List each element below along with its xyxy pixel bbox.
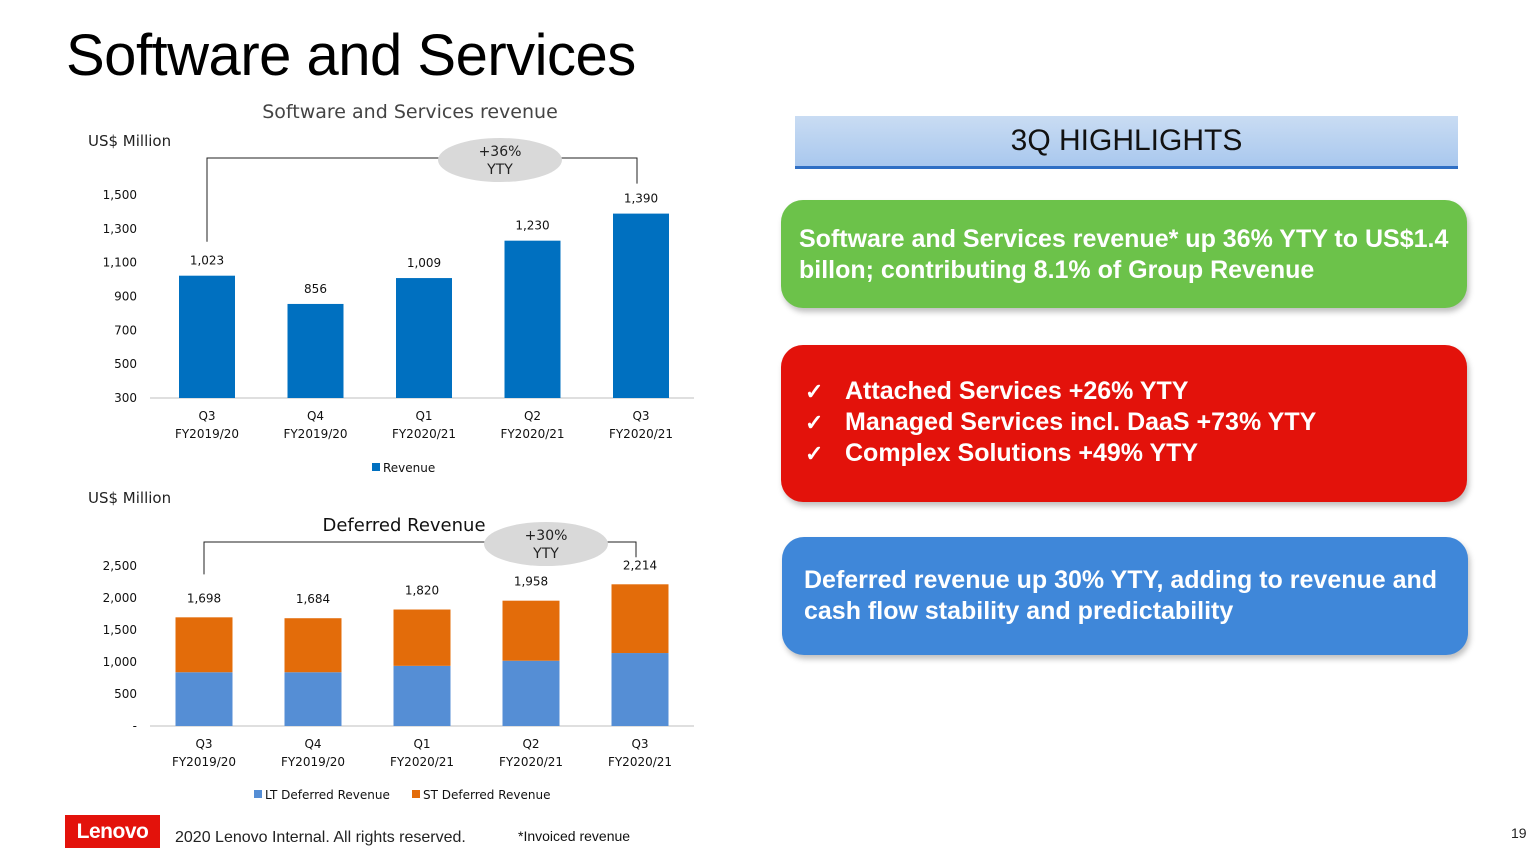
x-tick-label: Q3 [195, 737, 212, 751]
yty-bracket [206, 157, 638, 242]
y-tick-label: 1,500 [103, 188, 137, 202]
y-tick-label: 700 [114, 323, 137, 337]
legend-swatch [372, 463, 380, 471]
chart-title: Deferred Revenue [322, 515, 485, 536]
x-tick-label: Q4 [307, 409, 324, 423]
y-axis-label: US$ Million [88, 132, 171, 150]
services-list-item: ✓ Managed Services incl. DaaS +73% YTY [805, 407, 1443, 438]
page-title: Software and Services [66, 23, 636, 88]
y-tick-label: 1,000 [103, 655, 137, 669]
bar [175, 672, 233, 726]
checkmark-icon: ✓ [805, 379, 824, 404]
data-label: 2,214 [623, 558, 657, 572]
x-tick-label: FY2019/20 [283, 427, 347, 441]
yty-oval [484, 522, 608, 566]
legend-swatch [254, 790, 262, 798]
yty-percent: +36% [479, 144, 522, 160]
bar [287, 303, 344, 398]
x-tick-label: Q2 [522, 737, 539, 751]
bar [611, 653, 669, 726]
highlight-revenue-card: Software and Services revenue* up 36% YT… [781, 200, 1467, 308]
data-label: 1,820 [405, 584, 439, 598]
highlight-services-card: ✓ Attached Services +26% YTY ✓ Managed S… [781, 345, 1467, 502]
y-axis-label: US$ Million [88, 489, 171, 507]
yty-oval [438, 138, 562, 182]
x-tick-label: FY2020/21 [609, 427, 673, 441]
revenue-chart: Software and Services revenue US$ Million… [88, 101, 694, 475]
yty-bracket [203, 541, 637, 575]
x-tick-label: Q2 [524, 409, 541, 423]
bar [284, 618, 342, 673]
services-item-label: Attached Services +26% YTY [845, 377, 1189, 405]
lenovo-logo: Lenovo [65, 815, 160, 848]
x-tick-label: Q3 [631, 737, 648, 751]
y-tick-label: 1,500 [103, 623, 137, 637]
services-list-item: ✓ Attached Services +26% YTY [805, 376, 1443, 407]
bar [393, 665, 451, 726]
x-tick-label: FY2019/20 [175, 427, 239, 441]
bar [175, 617, 233, 673]
highlights-header: 3Q HIGHLIGHTS [795, 116, 1458, 169]
services-item-label: Managed Services incl. DaaS +73% YTY [845, 408, 1317, 436]
x-tick-label: FY2019/20 [172, 755, 236, 769]
data-label: 1,023 [190, 254, 224, 268]
y-tick-label: 900 [114, 290, 137, 304]
services-item-label: Complex Solutions +49% YTY [845, 439, 1199, 467]
bar [284, 672, 342, 726]
x-tick-label: FY2020/21 [392, 427, 456, 441]
legend-label: ST Deferred Revenue [423, 788, 550, 802]
yty-percent: +30% [525, 528, 568, 544]
footer-note: *Invoiced revenue [518, 828, 631, 844]
checkmark-icon: ✓ [805, 441, 824, 466]
yty-label: YTY [486, 162, 513, 178]
yty-label: YTY [532, 546, 559, 562]
y-tick-label: 1,300 [103, 222, 137, 236]
data-label: 1,390 [624, 192, 658, 206]
checkmark-icon: ✓ [805, 410, 824, 435]
bar [502, 600, 560, 661]
x-tick-label: Q1 [415, 409, 432, 423]
bar [504, 240, 561, 398]
y-tick-label: 2,000 [103, 591, 137, 605]
y-tick-label: 500 [114, 687, 137, 701]
highlight-deferred-text: Deferred revenue up 30% YTY, adding to r… [804, 566, 1438, 625]
deferred-revenue-chart: Deferred Revenue US$ Million 2,500 2,000 1,5… [88, 489, 694, 802]
legend-label: Revenue [383, 461, 435, 475]
bar [179, 275, 235, 398]
data-label: 1,684 [296, 592, 330, 606]
bar [611, 584, 669, 654]
x-tick-label: FY2020/21 [500, 427, 564, 441]
x-tick-label: Q3 [632, 409, 649, 423]
footer-copyright: 2020 Lenovo Internal. All rights reserve… [175, 829, 466, 846]
x-tick-label: Q4 [304, 737, 321, 751]
page-number: 19 [1511, 825, 1527, 841]
x-tick-label: Q3 [198, 409, 215, 423]
data-label: 1,009 [407, 256, 441, 270]
highlight-revenue-text: Software and Services revenue* up 36% YT… [799, 225, 1449, 284]
x-tick-label: FY2020/21 [390, 755, 454, 769]
x-tick-label: FY2019/20 [281, 755, 345, 769]
y-tick-label: 300 [114, 391, 137, 405]
y-tick-label: 500 [114, 357, 137, 371]
x-tick-label: Q1 [413, 737, 430, 751]
data-label: 856 [304, 282, 327, 296]
x-tick-label: FY2020/21 [608, 755, 672, 769]
bar [396, 278, 452, 398]
legend-swatch [412, 790, 420, 798]
chart-title: Software and Services revenue [262, 101, 558, 123]
y-tick-label: - [133, 719, 137, 733]
y-tick-label: 1,100 [103, 256, 137, 270]
y-tick-label: 2,500 [103, 559, 137, 573]
data-label: 1,230 [515, 219, 549, 233]
services-list-item: ✓ Complex Solutions +49% YTY [805, 438, 1443, 469]
legend-label: LT Deferred Revenue [265, 788, 390, 802]
data-label: 1,698 [187, 591, 221, 605]
bar [613, 213, 669, 398]
bar [502, 660, 560, 726]
x-tick-label: FY2020/21 [499, 755, 563, 769]
bar [393, 609, 451, 666]
highlight-deferred-card: Deferred revenue up 30% YTY, adding to r… [782, 537, 1468, 655]
data-label: 1,958 [514, 575, 548, 589]
